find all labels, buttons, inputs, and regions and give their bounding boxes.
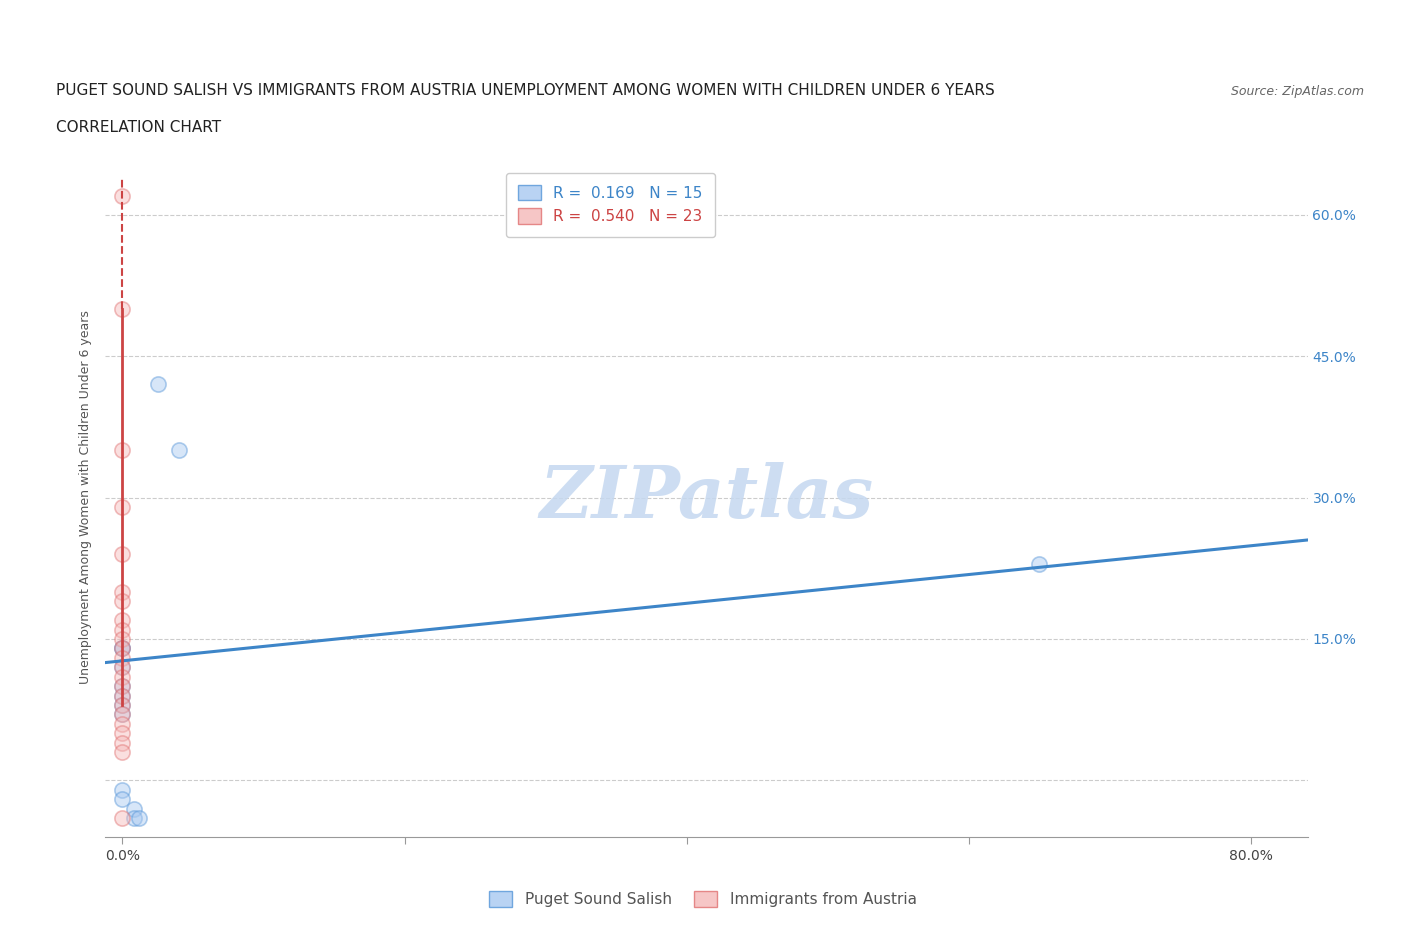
- Point: [111, 641, 134, 656]
- Point: [167, 443, 190, 458]
- Point: [111, 641, 134, 656]
- Point: [122, 802, 145, 817]
- Point: [128, 811, 150, 826]
- Point: [111, 443, 134, 458]
- Point: [111, 725, 134, 740]
- Text: Source: ZipAtlas.com: Source: ZipAtlas.com: [1230, 85, 1364, 98]
- Point: [111, 688, 134, 703]
- Point: [111, 189, 134, 204]
- Legend: R =  0.169   N = 15, R =  0.540   N = 23: R = 0.169 N = 15, R = 0.540 N = 23: [506, 173, 714, 236]
- Point: [111, 698, 134, 712]
- Point: [1028, 556, 1050, 571]
- Legend: Puget Sound Salish, Immigrants from Austria: Puget Sound Salish, Immigrants from Aust…: [484, 884, 922, 913]
- Point: [111, 547, 134, 562]
- Point: [111, 707, 134, 722]
- Point: [111, 622, 134, 637]
- Text: ZIPatlas: ZIPatlas: [540, 462, 873, 533]
- Point: [111, 584, 134, 599]
- Point: [111, 499, 134, 514]
- Point: [111, 688, 134, 703]
- Point: [111, 736, 134, 751]
- Point: [111, 782, 134, 797]
- Point: [146, 377, 169, 392]
- Y-axis label: Unemployment Among Women with Children Under 6 years: Unemployment Among Women with Children U…: [79, 311, 93, 684]
- Point: [122, 811, 145, 826]
- Point: [111, 650, 134, 665]
- Text: CORRELATION CHART: CORRELATION CHART: [56, 120, 221, 135]
- Text: PUGET SOUND SALISH VS IMMIGRANTS FROM AUSTRIA UNEMPLOYMENT AMONG WOMEN WITH CHIL: PUGET SOUND SALISH VS IMMIGRANTS FROM AU…: [56, 83, 995, 98]
- Point: [111, 716, 134, 731]
- Point: [111, 670, 134, 684]
- Point: [111, 811, 134, 826]
- Point: [111, 679, 134, 694]
- Point: [111, 660, 134, 675]
- Point: [111, 631, 134, 646]
- Point: [111, 594, 134, 609]
- Point: [111, 698, 134, 712]
- Point: [111, 745, 134, 760]
- Point: [111, 679, 134, 694]
- Point: [111, 791, 134, 806]
- Point: [111, 301, 134, 316]
- Point: [111, 641, 134, 656]
- Point: [111, 707, 134, 722]
- Point: [111, 613, 134, 628]
- Point: [111, 660, 134, 675]
